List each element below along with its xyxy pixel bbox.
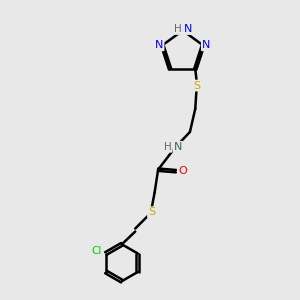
- Text: S: S: [193, 81, 200, 91]
- Text: O: O: [178, 166, 187, 176]
- Text: Cl: Cl: [92, 246, 102, 256]
- Text: N: N: [155, 40, 164, 50]
- Text: N: N: [202, 40, 210, 50]
- Text: N: N: [184, 24, 192, 34]
- Text: N: N: [174, 142, 182, 152]
- Text: H: H: [164, 142, 172, 152]
- Text: H: H: [174, 24, 182, 34]
- Text: S: S: [148, 207, 155, 217]
